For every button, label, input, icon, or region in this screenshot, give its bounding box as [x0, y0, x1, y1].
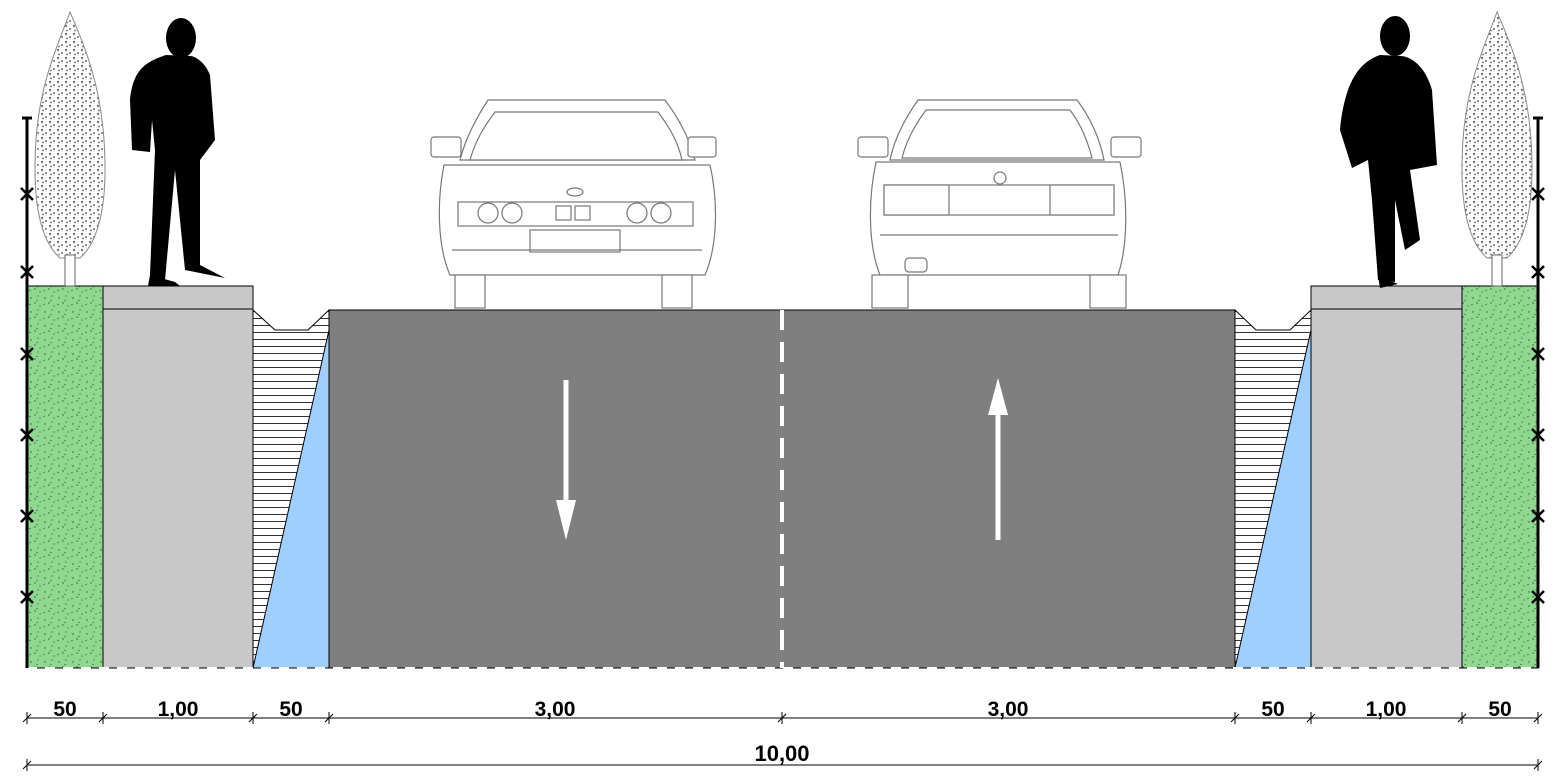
right-measure-pole [1531, 116, 1545, 668]
dim-label-drain-left: 50 [279, 698, 302, 721]
car-front-icon [430, 99, 717, 309]
car-rear-icon [857, 99, 1142, 309]
arrow-up-icon [988, 378, 1008, 540]
sidewalk-right [1310, 285, 1463, 669]
pedestrian-icon [130, 18, 225, 286]
left-measure-pole [20, 116, 34, 668]
tree-icon [1461, 10, 1533, 287]
tree-icon [34, 10, 106, 287]
dim-label-green-left: 50 [53, 698, 76, 721]
dim-label-sidewalk-left: 1,00 [158, 698, 199, 721]
dimension-chain [22, 712, 1543, 724]
dim-label-green-right: 50 [1488, 698, 1511, 721]
drainage-channel-left [252, 308, 330, 669]
arrow-down-icon [556, 380, 576, 540]
green-strip-left [26, 285, 104, 669]
green-strip-right [1461, 285, 1539, 669]
dim-label-lane-left: 3,00 [535, 698, 576, 721]
dim-label-lane-right: 3,00 [988, 698, 1029, 721]
dim-label-drain-right: 50 [1261, 698, 1284, 721]
total-dimension [22, 759, 1543, 771]
pedestrian-icon [1340, 16, 1437, 288]
drainage-channel-right [1234, 308, 1312, 669]
sidewalk-left [102, 285, 254, 669]
dim-label-sidewalk-right: 1,00 [1366, 698, 1407, 721]
dim-label-total: 10,00 [754, 741, 809, 766]
